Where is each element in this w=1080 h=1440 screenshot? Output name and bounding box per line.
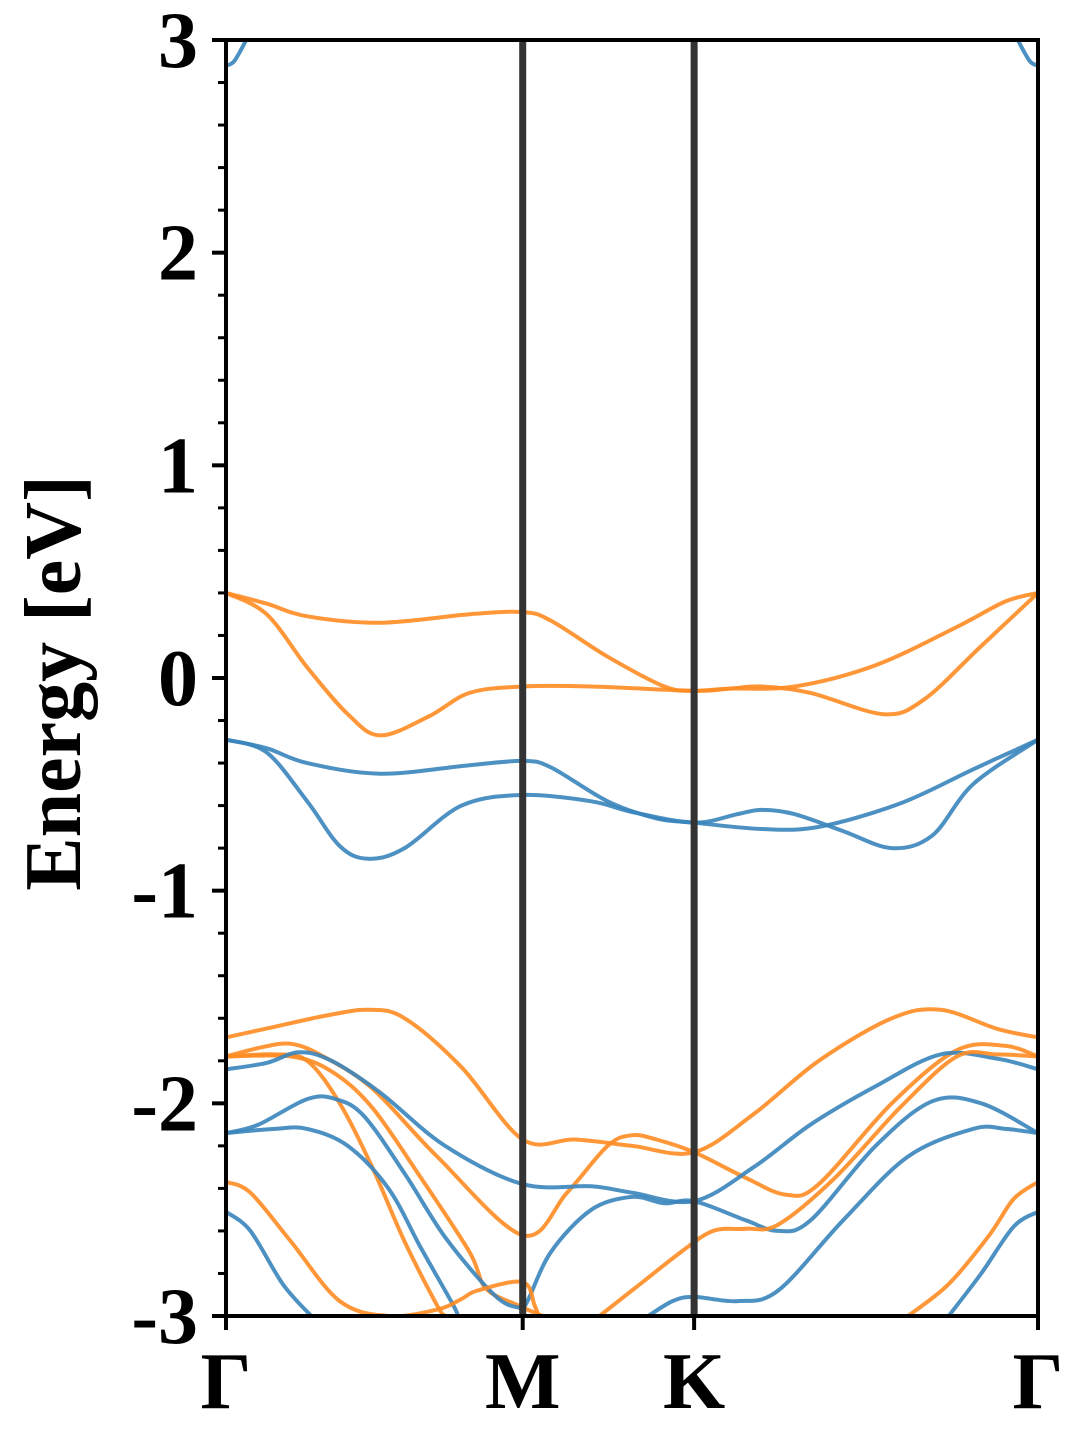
y-tick-label: 2: [158, 210, 198, 298]
y-axis-ticks: -3 -2 -1 0 1 2 3: [131, 0, 226, 1361]
y-tick-label: -1: [131, 848, 198, 936]
band-line-11: [226, 1050, 1038, 1205]
y-tick-label: -2: [131, 1060, 198, 1148]
x-tick-label: Γ: [1013, 1338, 1064, 1426]
band-line-6: [226, 737, 1038, 861]
y-axis-label: Energy [eV]: [10, 475, 98, 890]
y-tick-label: 1: [158, 422, 198, 510]
band-line-17: [646, 1124, 1038, 1316]
band-line-12: [226, 1094, 1038, 1312]
band-line-4: [226, 590, 1038, 738]
x-tick-label: Γ: [201, 1338, 252, 1426]
band-line-13: [226, 1125, 460, 1316]
y-tick-label: 3: [158, 0, 198, 85]
band-line-3: [226, 590, 1038, 693]
y-tick-label: 0: [158, 635, 198, 723]
band-line-5: [226, 737, 1038, 832]
band-line-7: [226, 1007, 1038, 1156]
high-symmetry-lines: [519, 40, 698, 1316]
band-line-14: [226, 1209, 314, 1316]
plot-frame: [224, 38, 1040, 1318]
band-line-2: [1015, 40, 1038, 68]
x-tick-label: K: [663, 1338, 725, 1426]
band-line-10: [226, 1052, 448, 1316]
band-line-19: [946, 1209, 1038, 1316]
band-line-18: [906, 1180, 1038, 1316]
band-line-1: [226, 40, 249, 68]
band-line-15: [226, 1180, 541, 1316]
y-tick-label: -3: [131, 1273, 198, 1361]
x-tick-label: M: [485, 1338, 561, 1426]
band-line-16: [597, 1049, 1038, 1316]
band-lines: [226, 40, 1038, 1316]
